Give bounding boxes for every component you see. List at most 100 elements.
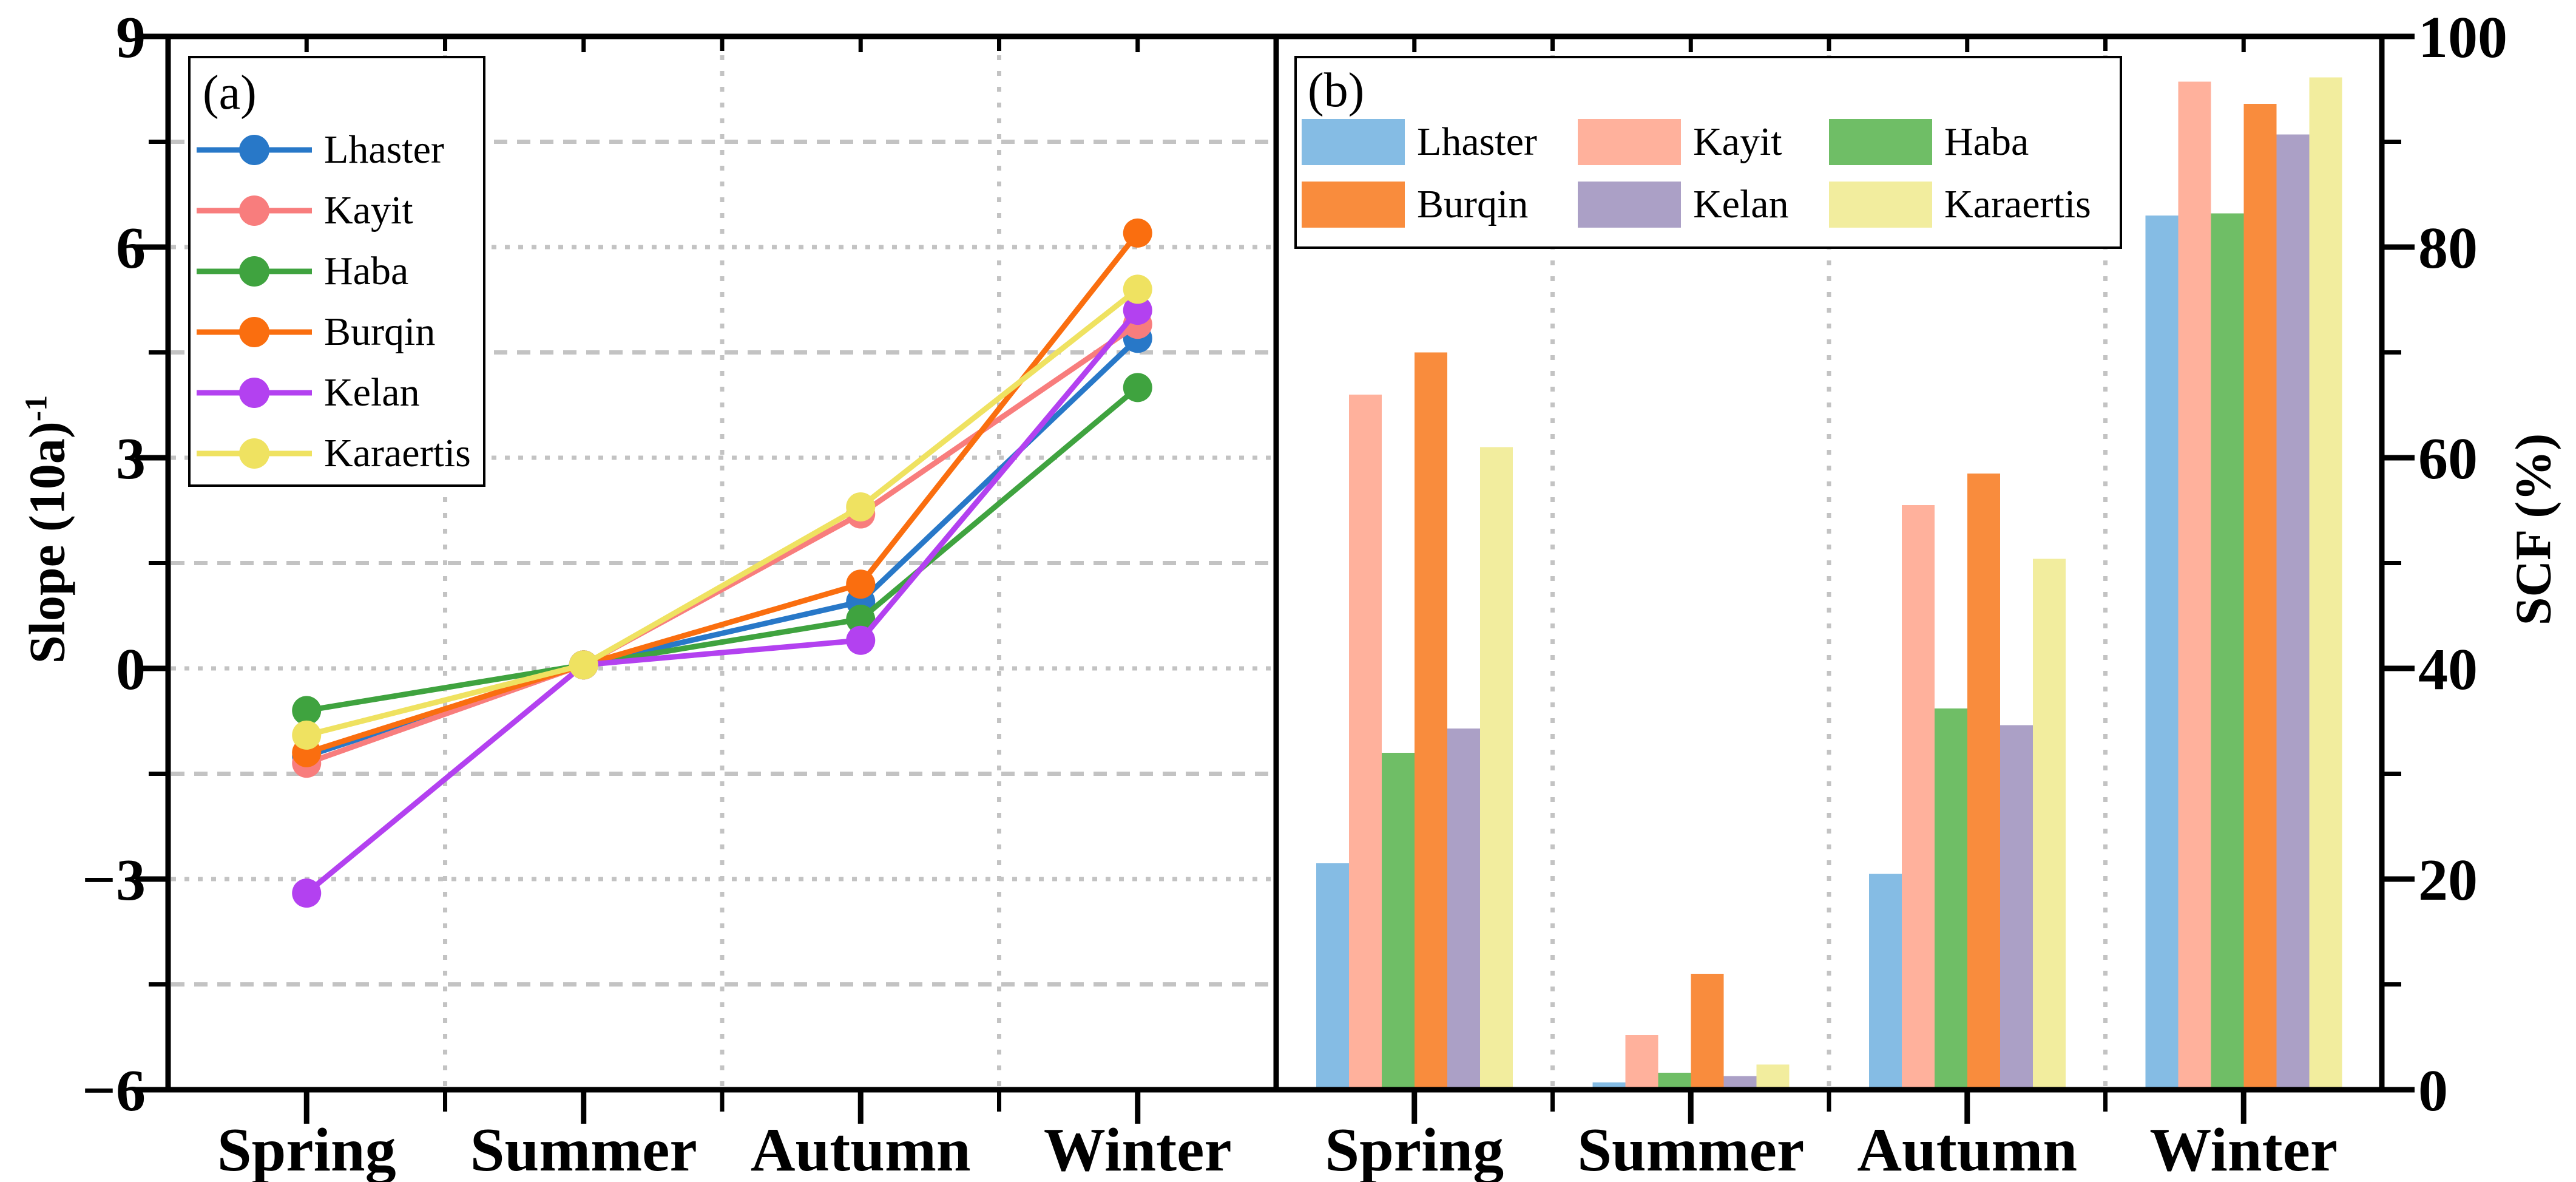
bar-burqin-spring [1414, 352, 1447, 1090]
bar-kayit-summer [1625, 1034, 1658, 1090]
legend-marker-dot [239, 195, 269, 226]
bar-karaertis-winter [2309, 77, 2342, 1090]
left-axis-tick-label: 6 [116, 216, 146, 281]
line-haba [306, 385, 1140, 713]
legend-line-marker-symbol [197, 317, 312, 347]
legend-color-swatch [1829, 119, 1932, 165]
x-axis-label-winter-panel-b: Winter [2149, 1116, 2338, 1182]
left-axis-tick-label: 0 [116, 637, 146, 702]
legend-item-label: Kayit [1693, 120, 1782, 164]
marker-karaertis-spring [292, 720, 322, 750]
marker-haba-winter [1123, 373, 1152, 402]
legend-color-swatch [1829, 182, 1932, 228]
legend-color-swatch [1578, 119, 1681, 165]
bar-kelan-winter [2276, 134, 2310, 1090]
legend-item-label: Lhaster [1417, 120, 1537, 164]
legend-item-label: Haba [1944, 120, 2029, 164]
bar-burqin-summer [1691, 974, 1724, 1090]
legend-a-item-burqin: Burqin [197, 302, 435, 362]
right-axis-tick-label: 80 [2418, 216, 2478, 281]
marker-kelan-spring [292, 878, 322, 908]
legend-b-item-kelan: Kelan [1578, 182, 1789, 228]
legend-item-label: Karaertis [1944, 182, 2091, 226]
right-axis-tick-label: 0 [2418, 1058, 2448, 1124]
right-axis-title: SCF (%) [2504, 433, 2563, 626]
legend-a-item-kelan: Kelan [197, 362, 420, 423]
bar-kayit-winter [2178, 81, 2211, 1090]
x-axis-label-summer-panel-a: Summer [470, 1116, 697, 1182]
x-axis-label-spring-panel-a: Spring [217, 1116, 396, 1182]
marker-haba-spring [292, 696, 322, 725]
bar-haba-summer [1658, 1073, 1691, 1090]
right-axis-title-text: SCF (%) [2505, 433, 2562, 626]
marker-kelan-autumn [846, 625, 876, 655]
line-burqin [305, 231, 1140, 756]
panel-b-label: (b) [1308, 64, 1365, 117]
left-axis-title: Slope (10a)-1 [18, 395, 77, 664]
bar-haba-autumn [1934, 708, 1967, 1090]
legend-color-swatch [1302, 182, 1405, 228]
right-axis-tick-label: 100 [2418, 5, 2507, 70]
marker-karaertis-autumn [846, 492, 876, 521]
right-axis-tick-label: 60 [2418, 426, 2478, 492]
legend-item-label: Karaertis [324, 431, 471, 475]
legend-b-item-karaertis: Karaertis [1829, 182, 2091, 228]
legend-marker-dot [239, 135, 269, 165]
bar-karaertis-autumn [2032, 559, 2066, 1090]
legend-a-item-lhaster: Lhaster [197, 120, 444, 180]
legend-panel-b: (b) Lhaster Kayit Haba Burqin Kelan Karaertis [1294, 56, 2122, 249]
marker-karaertis-winter [1123, 274, 1152, 304]
legend-marker-dot [239, 317, 269, 347]
legend-line-marker-symbol [197, 256, 312, 287]
left-axis-tick-label: 9 [116, 5, 146, 70]
line-kayit [305, 322, 1140, 766]
x-axis-label-autumn-panel-a: Autumn [751, 1116, 971, 1182]
x-axis-label-summer-panel-b: Summer [1577, 1116, 1804, 1182]
line-karaertis [306, 287, 1140, 738]
bar-lhaster-winter [2145, 215, 2179, 1090]
bar-lhaster-spring [1316, 863, 1349, 1090]
legend-item-label: Lhaster [324, 127, 444, 172]
bar-kelan-summer [1723, 1076, 1757, 1090]
right-axis-tick-label: 40 [2418, 637, 2478, 702]
bar-kelan-autumn [2000, 725, 2033, 1090]
legend-item-label: Kelan [324, 370, 420, 415]
bar-burqin-winter [2243, 104, 2277, 1090]
bar-burqin-autumn [1967, 474, 2000, 1090]
legend-color-swatch [1578, 182, 1681, 228]
marker-haba-autumn [846, 605, 876, 634]
marker-kelan-winter [1123, 296, 1152, 325]
legend-item-label: Burqin [324, 310, 436, 354]
legend-line-marker-symbol [197, 438, 312, 469]
left-axis-title-text: Slope (10a) [19, 421, 76, 664]
x-axis-label-spring-panel-b: Spring [1325, 1116, 1504, 1182]
legend-item-label: Haba [324, 249, 409, 293]
bar-kayit-spring [1348, 394, 1382, 1090]
right-axis-tick-label: 20 [2418, 847, 2478, 913]
legend-b-item-kayit: Kayit [1578, 119, 1782, 165]
legend-line-marker-symbol [197, 195, 312, 226]
bar-kayit-autumn [1901, 505, 1935, 1090]
legend-item-label: Burqin [1417, 182, 1529, 226]
x-axis-label-winter-panel-a: Winter [1044, 1116, 1232, 1182]
legend-a-item-karaertis: Karaertis [197, 423, 471, 484]
legend-b-item-lhaster: Lhaster [1302, 119, 1537, 165]
legend-marker-dot [239, 378, 269, 408]
legend-a-item-haba: Haba [197, 241, 408, 302]
legend-marker-dot [239, 438, 269, 469]
legend-item-label: Kelan [1693, 182, 1789, 226]
legend-item-label: Kayit [324, 188, 413, 233]
legend-line-marker-symbol [197, 378, 312, 408]
legend-marker-dot [239, 256, 269, 287]
bar-karaertis-summer [1756, 1064, 1790, 1090]
x-axis-label-autumn-panel-b: Autumn [1857, 1116, 2077, 1182]
legend-b-item-burqin: Burqin [1302, 182, 1528, 228]
bar-lhaster-autumn [1868, 874, 1902, 1090]
legend-color-swatch [1302, 119, 1405, 165]
bar-haba-winter [2211, 213, 2244, 1090]
marker-burqin-winter [1123, 218, 1152, 248]
left-axis-title-exponent: -1 [19, 395, 54, 422]
legend-b-item-haba: Haba [1829, 119, 2029, 165]
